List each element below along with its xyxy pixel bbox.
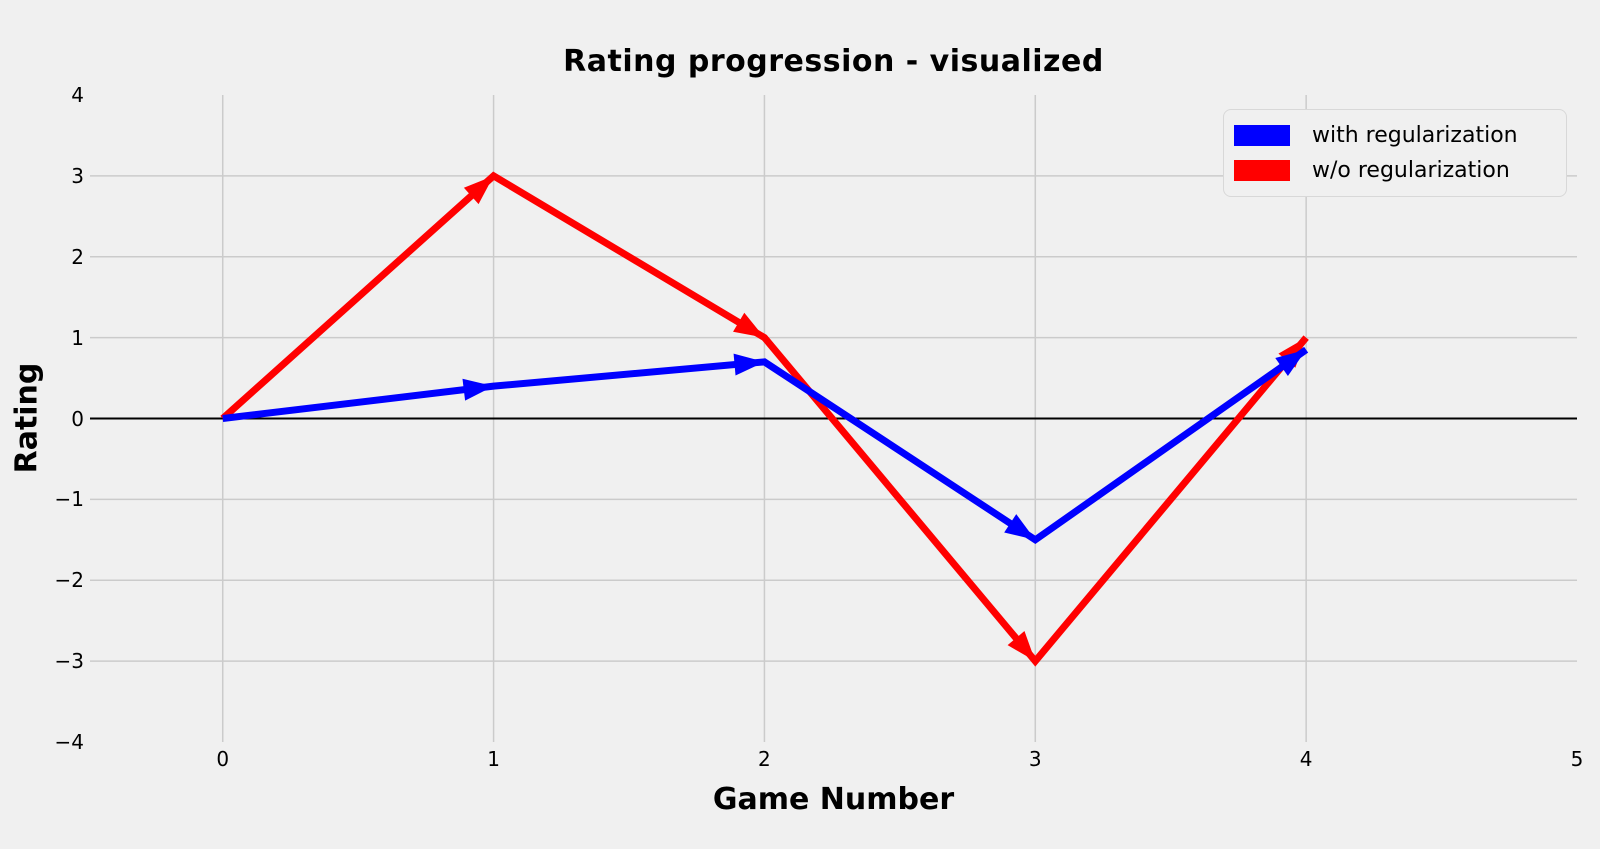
arrowhead-marker — [733, 312, 765, 338]
y-tick-label: 1 — [71, 325, 84, 350]
x-tick-label: 1 — [487, 747, 500, 771]
legend-swatch-blue — [1234, 125, 1290, 146]
y-tick-label: 4 — [71, 83, 84, 107]
legend-label: with regularization — [1312, 123, 1518, 148]
x-tick-label: 3 — [1028, 747, 1042, 771]
arrowhead-marker — [1007, 631, 1036, 662]
x-tick-label: 2 — [758, 747, 771, 771]
y-tick-label: 3 — [71, 163, 84, 188]
x-axis-label: Game Number — [712, 782, 955, 817]
arrowhead-marker — [1278, 337, 1307, 368]
arrowhead-marker — [462, 378, 494, 401]
y-tick-label: −1 — [54, 487, 84, 512]
y-axis-label: Rating — [9, 362, 45, 474]
x-tick-label: 4 — [1299, 747, 1313, 771]
series-w-o-regularization — [220, 171, 1309, 667]
legend-swatch-red — [1234, 160, 1290, 181]
series-with-regularization — [222, 346, 1309, 545]
y-tick-label: −4 — [54, 730, 84, 754]
y-tick-label: −2 — [54, 568, 84, 593]
arrowhead-marker — [1004, 514, 1036, 540]
legend-label: w/o regularization — [1312, 158, 1510, 183]
arrowhead-marker — [733, 353, 765, 376]
y-tick-label: 2 — [71, 244, 84, 269]
x-tick-label: 0 — [216, 747, 230, 771]
x-tick-label: 5 — [1570, 747, 1584, 771]
arrowhead-marker — [1275, 349, 1307, 376]
legend: with regularization w/o regularization — [1223, 109, 1567, 197]
y-tick-label: 0 — [71, 406, 84, 431]
legend-item-wo-regularization: w/o regularization — [1234, 154, 1556, 188]
y-tick-label: −3 — [54, 649, 84, 674]
arrowhead-marker — [463, 175, 494, 205]
legend-item-with-regularization: with regularization — [1234, 119, 1556, 153]
chart-title: Rating progression - visualized — [563, 44, 1104, 79]
